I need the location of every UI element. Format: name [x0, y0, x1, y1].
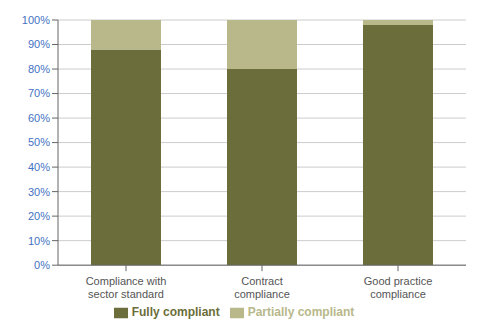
- html-text:Partially compliant: Partially compliant: [247, 305, 355, 320]
- svg-text:Contractcompliance: Contractcompliance: [234, 275, 290, 300]
- svg-text:70%: 70%: [28, 87, 50, 99]
- svg-text:Compliance withsector standard: Compliance withsector standard: [86, 275, 167, 300]
- svg-text:40%: 40%: [28, 161, 50, 173]
- svg-text:Good practicecompliance: Good practicecompliance: [364, 275, 432, 300]
- svg-text:10%: 10%: [28, 235, 50, 247]
- svg-text:20%: 20%: [28, 210, 50, 222]
- svg-text:90%: 90%: [28, 38, 50, 50]
- svg-text:60%: 60%: [28, 112, 50, 124]
- svg-text:50%: 50%: [28, 136, 50, 148]
- svg-text:30%: 30%: [28, 186, 50, 198]
- html-text:Fully compliant: Fully compliant: [131, 305, 220, 320]
- svg-text:0%: 0%: [34, 259, 50, 271]
- svg-text:80%: 80%: [28, 63, 50, 75]
- svg-text:100%: 100%: [22, 14, 50, 26]
